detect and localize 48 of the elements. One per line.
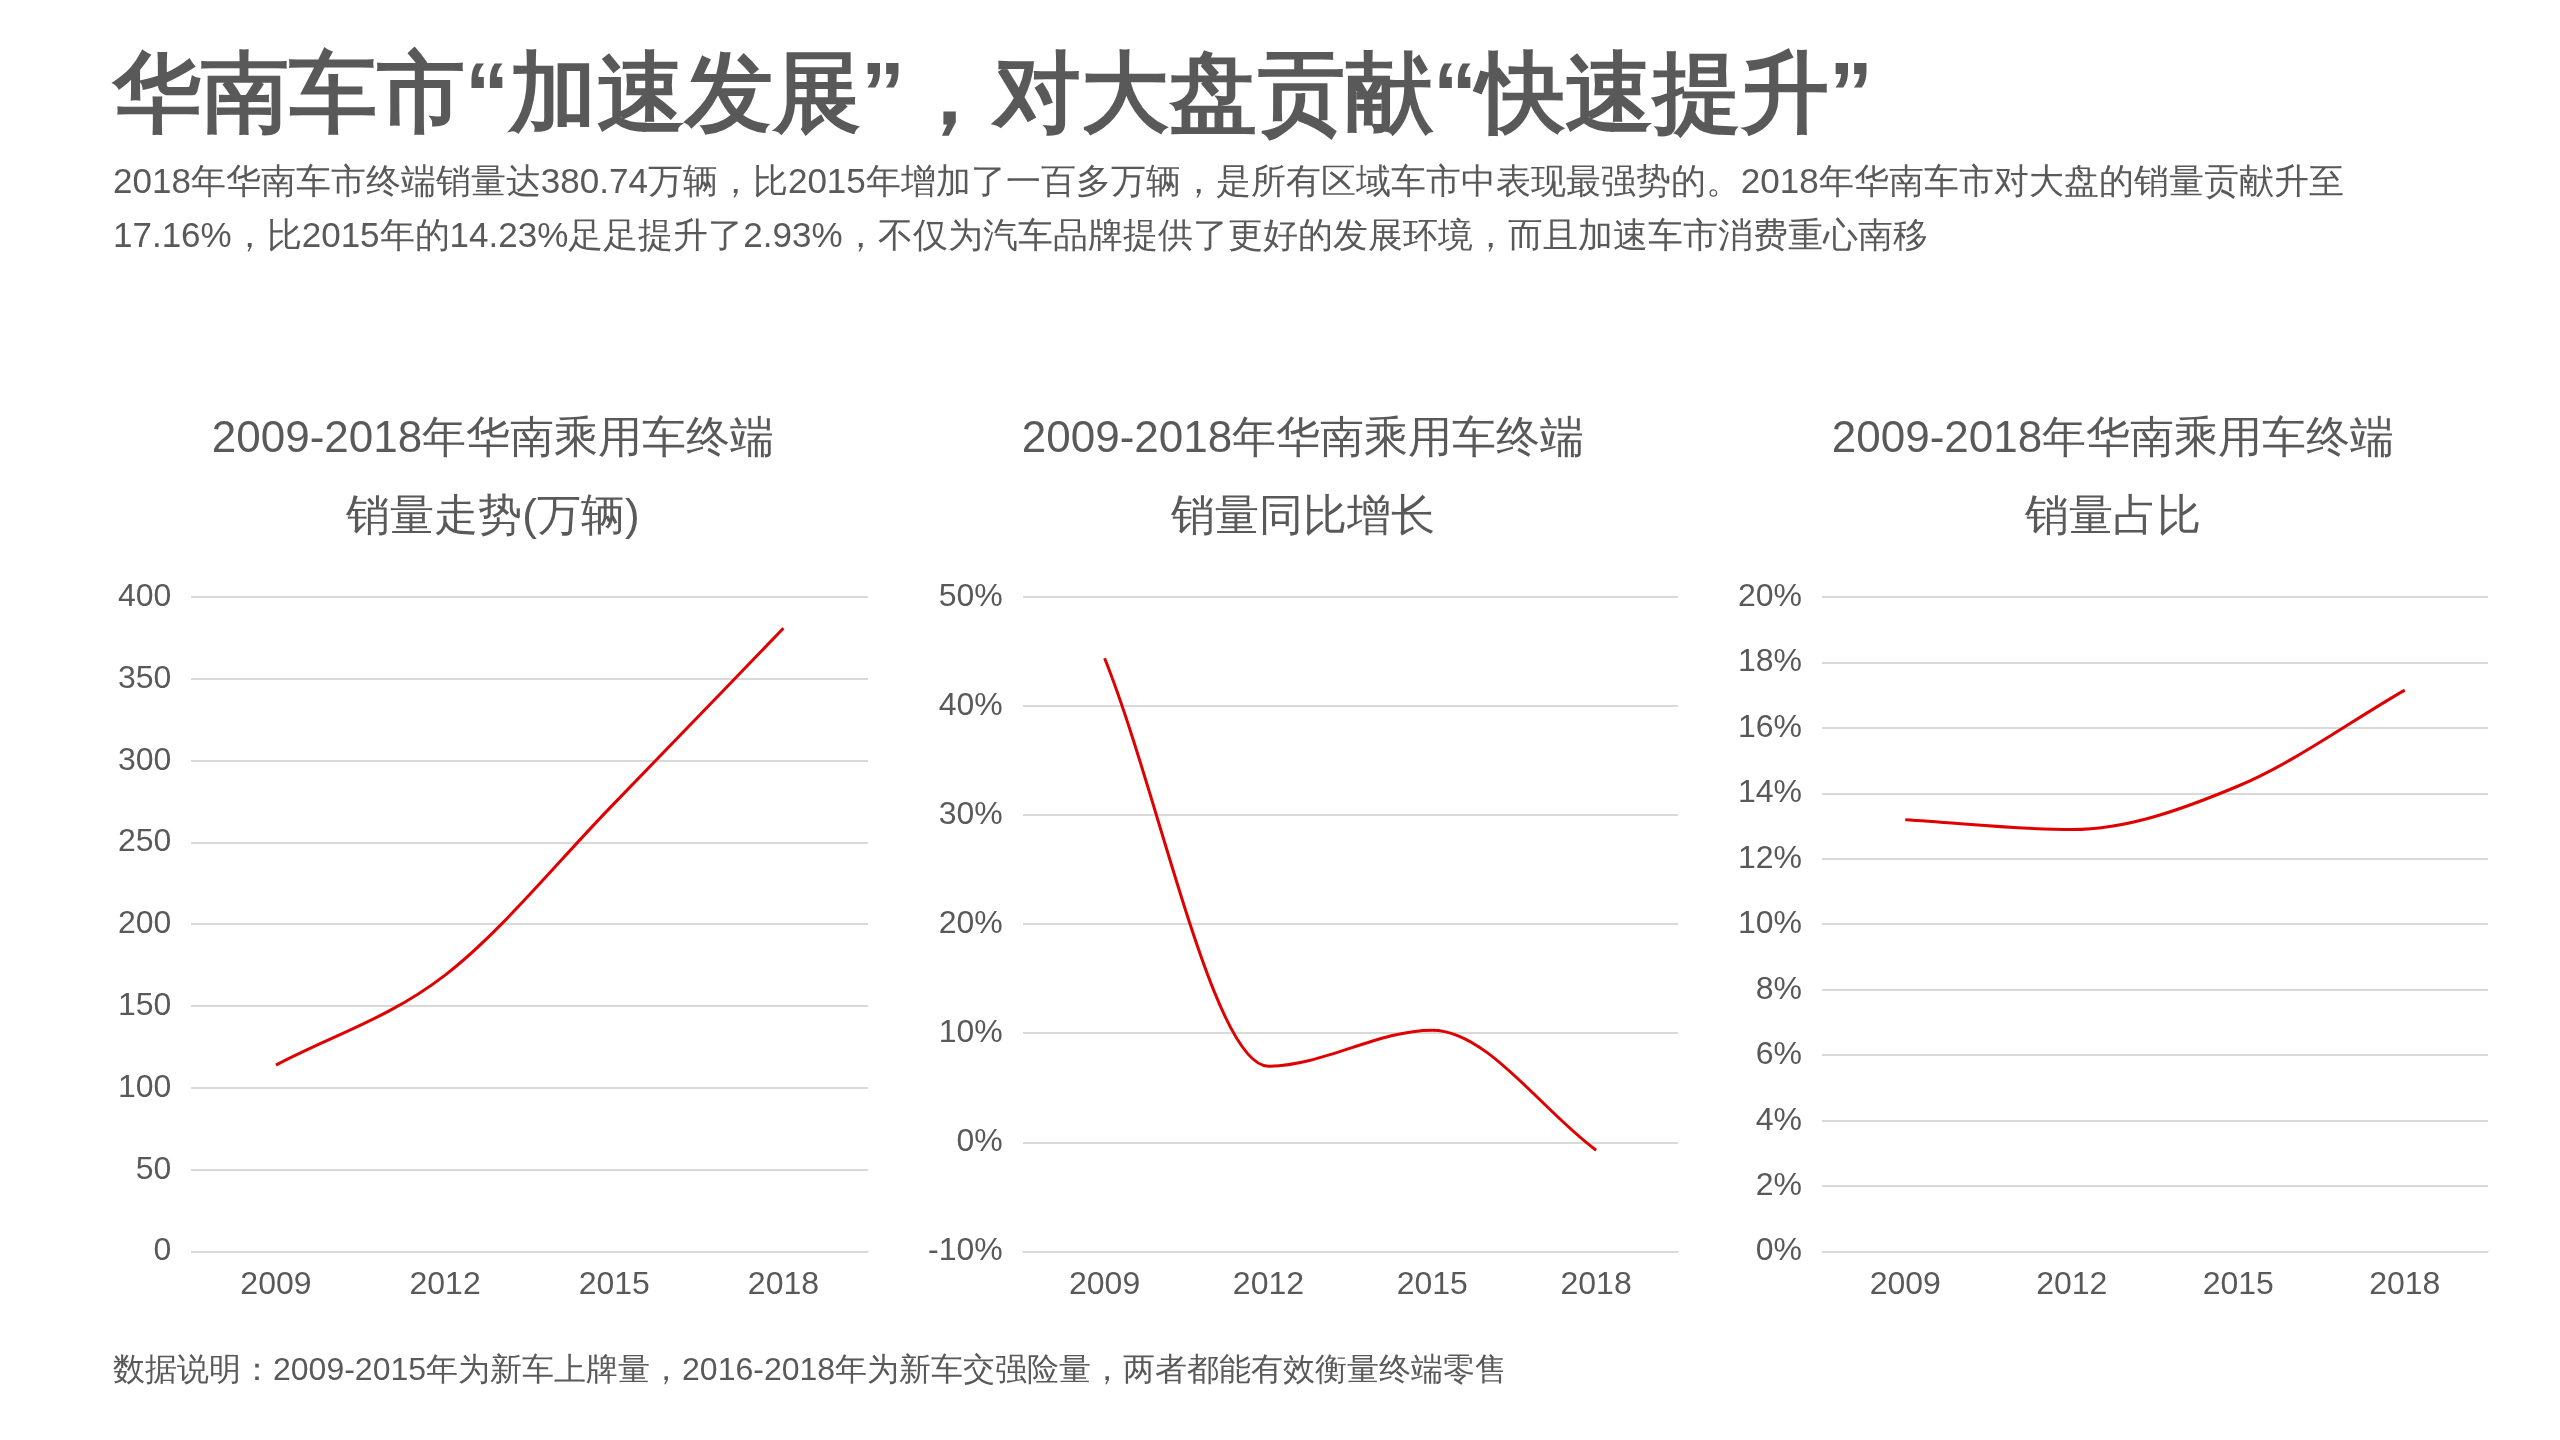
y-tick-label: 0% [956,1122,1003,1159]
y-tick-label: 20% [1738,577,1803,614]
chart-title: 2009-2018年华南乘用车终端销量同比增长 [1020,411,1586,541]
x-tick-label: 2018 [1560,1264,1632,1301]
text: 华南车市“加速发展”，对大盘贡献“快速提升” [113,42,1874,144]
x-tick-label: 2009 [1869,1264,1941,1301]
x-tick-label: 2015 [578,1264,650,1301]
text: 数据说明：2009-2015年为新车上牌量，2016-2018年为新车交强险量，两者都能有效衡量终端零售 [113,1350,1508,1389]
y-tick-label: 0% [1755,1231,1803,1268]
y-tick-label: 0 [153,1231,172,1268]
y-tick-label: 8% [1755,969,1803,1006]
y-tick-label: 100 [118,1067,172,1104]
y-tick-label: 16% [1738,707,1803,744]
y-tick-label: 4% [1755,1100,1803,1137]
y-tick-label: 250 [118,822,172,859]
y-tick-label: -10% [928,1231,1003,1268]
x-tick-label: 2012 [1232,1264,1305,1301]
y-tick-label: 12% [1738,838,1803,875]
y-tick-label: 30% [938,795,1003,832]
y-tick-label: 6% [1755,1035,1803,1072]
x-tick-label: 2018 [747,1264,820,1301]
x-tick-label: 2015 [1396,1264,1468,1301]
chart-title: 2009-2018年华南乘用车终端销量占比 [1830,411,2396,541]
y-tick-label: 14% [1738,773,1803,810]
y-tick-label: 18% [1738,642,1803,679]
text: 2018年华南车市终端销量达380.74万辆，比2015年增加了一百多万辆，是所有区域车市中表现最强势的。2018年华南车市对大盘的销量贡献升至17.16%，比2015年的14.23%足足提升了2.93%，不仅为汽车品牌提供了更好的发展环境，而且加速车市消费重心南移 [113,160,2345,256]
y-tick-label: 50% [938,577,1003,614]
y-tick-label: 10% [1738,904,1803,941]
x-tick-label: 2012 [2036,1264,2108,1301]
y-tick-label: 300 [118,740,172,777]
x-tick-label: 2009 [240,1264,312,1301]
y-tick-label: 400 [118,577,172,614]
y-tick-label: 50 [135,1149,172,1186]
y-tick-label: 20% [938,904,1003,941]
y-tick-label: 10% [938,1013,1003,1050]
chart-title: 2009-2018年华南乘用车终端销量走势(万辆) [210,411,776,541]
y-tick-label: 200 [118,904,172,941]
y-tick-label: 40% [938,686,1003,723]
x-tick-label: 2018 [2369,1264,2441,1301]
x-tick-label: 2015 [2202,1264,2274,1301]
y-tick-label: 150 [118,986,172,1023]
x-tick-label: 2009 [1069,1264,1141,1301]
y-tick-label: 350 [118,658,172,695]
line-series [1103,656,1598,1152]
line-series [274,626,785,1067]
line-series [1903,688,2407,832]
y-tick-label: 2% [1755,1165,1803,1202]
x-tick-label: 2012 [409,1264,481,1301]
